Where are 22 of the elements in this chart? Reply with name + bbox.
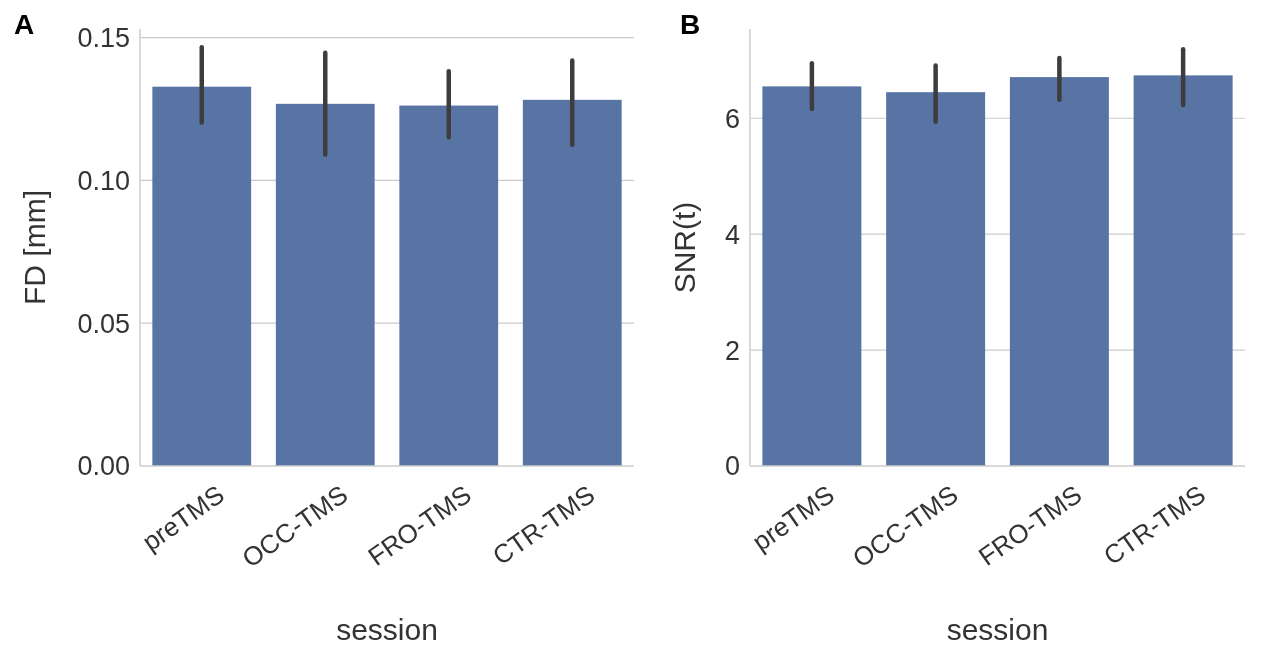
bar (275, 103, 375, 466)
bar (1009, 77, 1109, 466)
y-axis-title: FD [mm] (18, 190, 51, 305)
y-tick-label: 0 (724, 451, 740, 482)
x-axis-title: session (946, 613, 1049, 646)
y-tick-label: 0.00 (77, 451, 130, 482)
text: B (680, 9, 701, 40)
text: A (14, 9, 35, 40)
bar (1133, 75, 1233, 466)
bar (399, 105, 499, 466)
y-tick-label: 4 (724, 219, 740, 250)
bar (522, 99, 622, 466)
y-tick-label: 0.10 (77, 165, 130, 196)
bar (762, 86, 862, 466)
x-axis-title: session (336, 613, 438, 646)
y-tick-label: 2 (724, 335, 740, 366)
bar (886, 92, 986, 466)
bar (152, 86, 252, 466)
y-axis-title: SNR(t) (668, 201, 701, 294)
y-tick-label: 0.15 (77, 23, 130, 54)
y-tick-label: 0.05 (77, 308, 130, 339)
y-tick-label: 6 (724, 103, 740, 134)
